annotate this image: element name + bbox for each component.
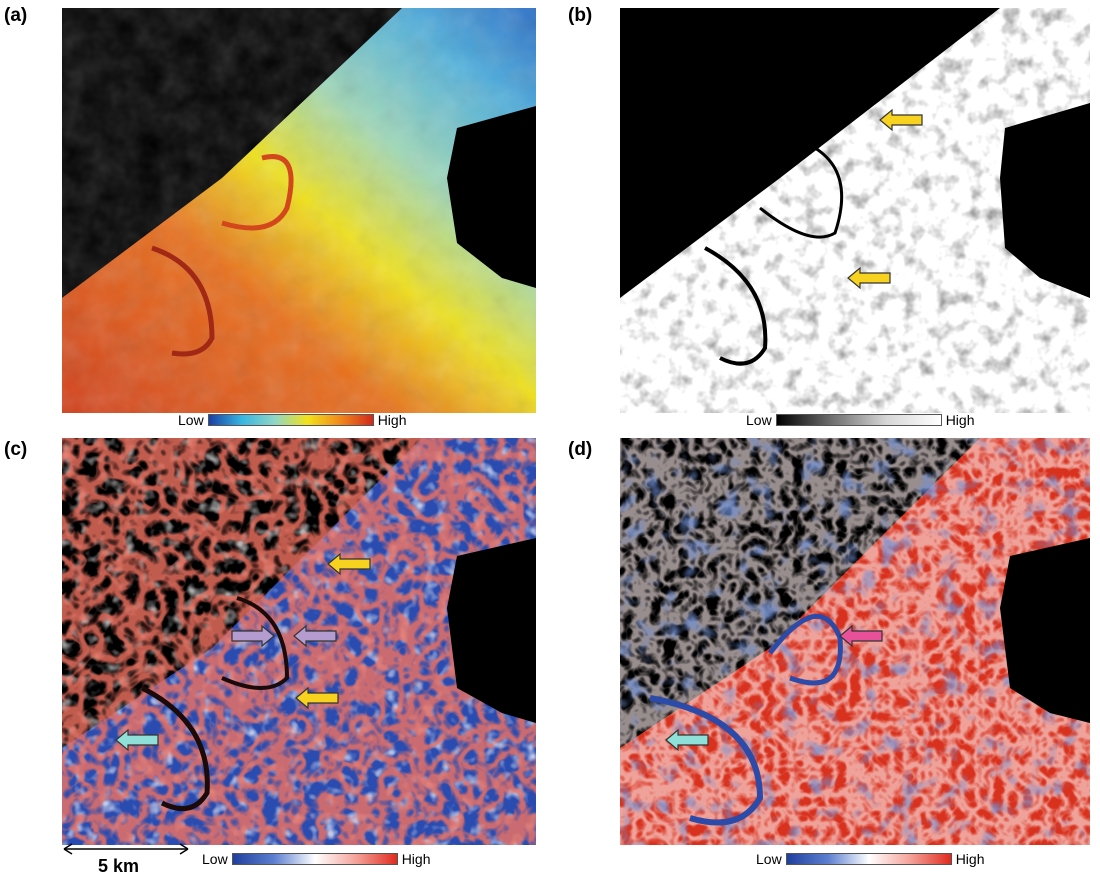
colorbar-high-label: High	[955, 851, 985, 867]
colorbar-low-label: Low	[746, 412, 772, 428]
colorbar-gradient	[775, 414, 942, 426]
colorbar-low-label: Low	[178, 412, 204, 428]
colorbar-gradient	[207, 414, 374, 426]
panel-a-attribute-map	[62, 8, 536, 413]
scale-bar: 5 km	[62, 842, 190, 876]
panel-label-d: (d)	[568, 439, 593, 460]
arrow-purple-icon	[231, 624, 275, 648]
colorbar-gradient	[785, 853, 952, 865]
panel-label-a: (a)	[4, 5, 28, 26]
arrow-purple-icon	[293, 624, 337, 648]
colorbar-high-label: High	[401, 851, 431, 867]
arrow-cyan-icon	[665, 728, 709, 752]
panel-c-attribute-map	[62, 438, 536, 845]
arrow-yellow-icon	[847, 266, 891, 290]
colorbar-high-label: High	[377, 412, 407, 428]
panel-b-colorbar: Low High	[746, 413, 974, 427]
panel-d-colorbar: Low High	[756, 852, 984, 866]
panel-a-colorbar: Low High	[178, 413, 406, 427]
colorbar-low-label: Low	[756, 851, 782, 867]
arrow-yellow-icon	[327, 552, 371, 576]
colorbar-low-label: Low	[202, 851, 228, 867]
panel-label-b: (b)	[568, 5, 593, 26]
panel-b-attribute-map	[620, 8, 1090, 413]
colorbar-gradient	[231, 853, 398, 865]
arrow-cyan-icon	[115, 728, 159, 752]
panel-label-c: (c)	[4, 439, 28, 460]
scale-bar-arrow-icon	[63, 843, 189, 855]
arrow-pink-icon	[839, 624, 883, 648]
scale-bar-label: 5 km	[98, 856, 140, 876]
arrow-yellow-icon	[295, 686, 339, 710]
colorbar-high-label: High	[945, 412, 975, 428]
panel-c-colorbar: Low High	[202, 852, 430, 866]
arrow-yellow-icon	[879, 108, 923, 132]
